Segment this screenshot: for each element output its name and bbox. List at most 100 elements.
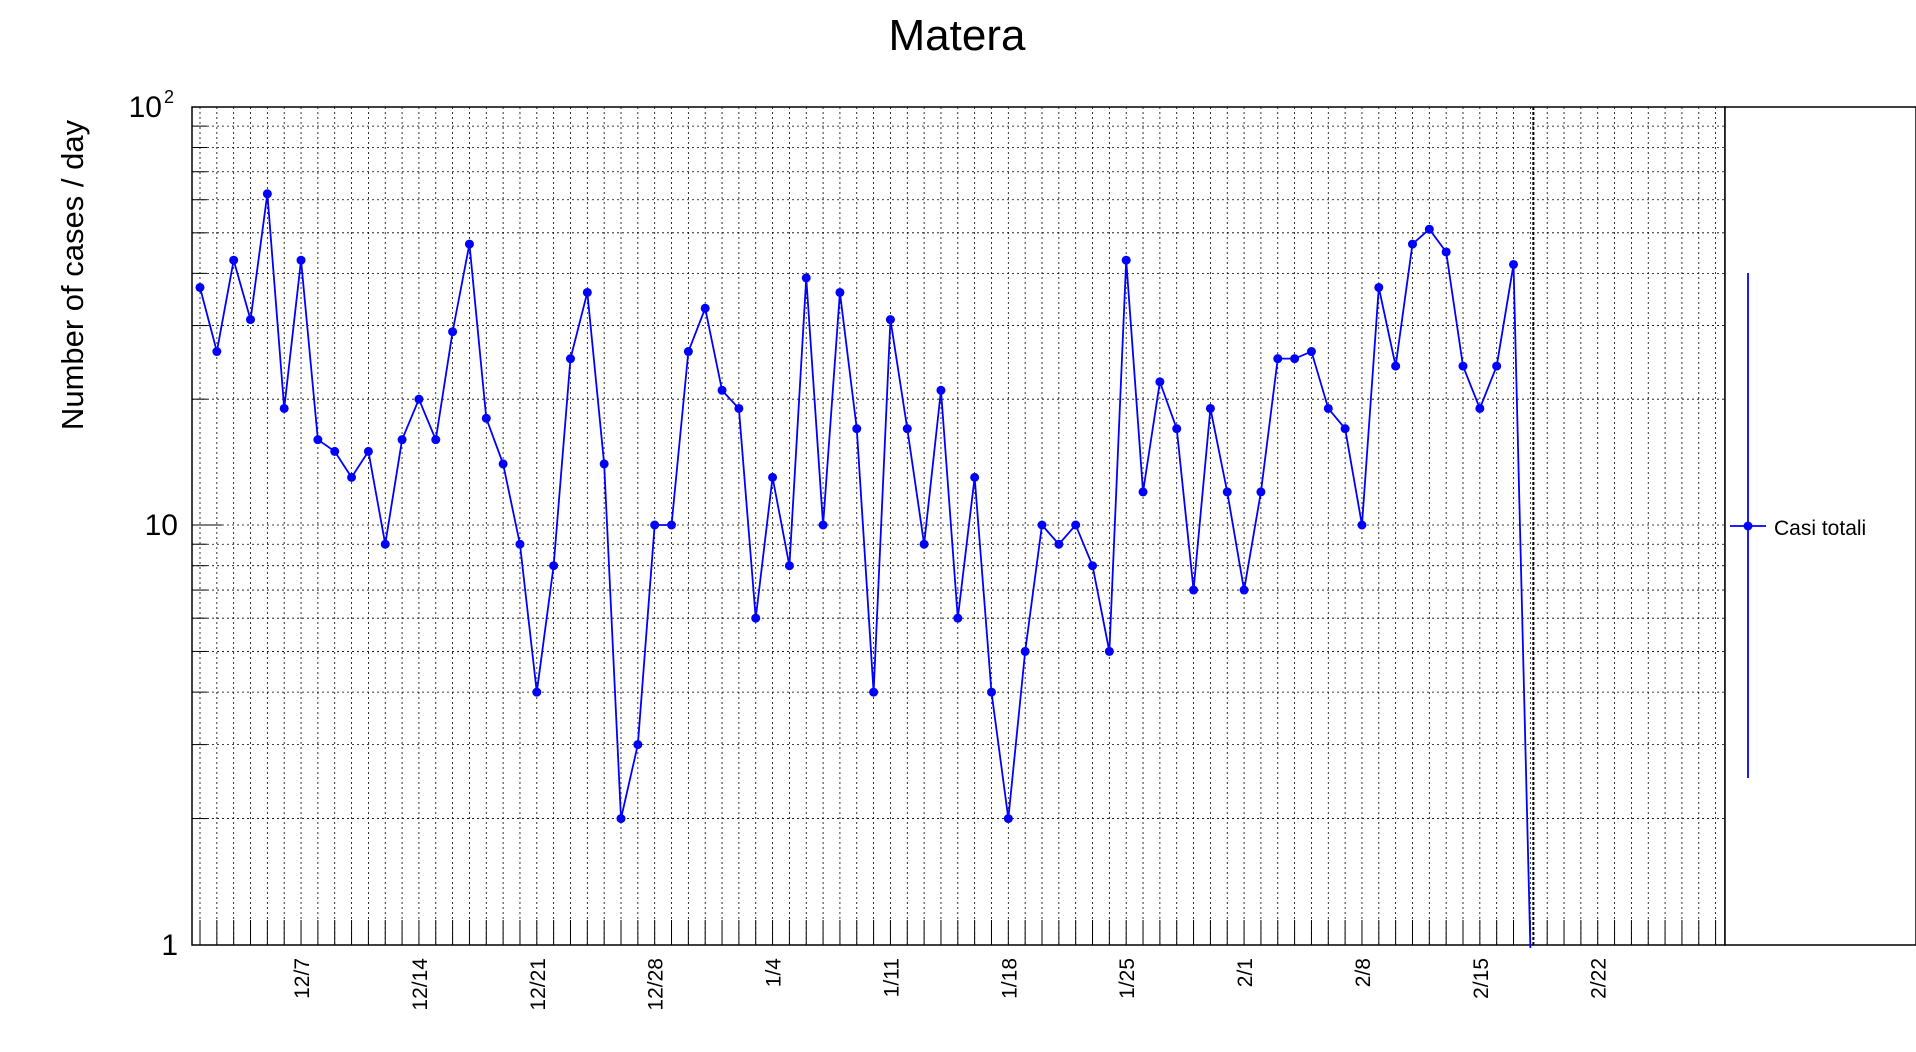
data-point: [1088, 561, 1098, 571]
data-point: [582, 287, 592, 297]
data-point: [532, 687, 542, 697]
data-point: [397, 435, 407, 445]
data-point: [869, 687, 879, 697]
data-point: [1037, 520, 1047, 530]
data-point: [936, 385, 946, 395]
x-tick-label: 12/14: [409, 958, 432, 1011]
data-point: [448, 327, 458, 337]
data-point: [1424, 224, 1434, 234]
data-point: [852, 424, 862, 434]
data-point: [1323, 403, 1333, 413]
data-point: [212, 347, 222, 357]
data-point: [1407, 239, 1417, 249]
data-point: [549, 561, 559, 571]
x-tick-labels: 12/7 12/14 12/21 12/28 1/4 1/11 1/18 1/25 2/1 2/8…: [291, 958, 1611, 1011]
data-point: [650, 520, 660, 530]
data-point: [1155, 377, 1165, 387]
data-point: [986, 687, 996, 697]
data-point: [380, 539, 390, 549]
legend: Casi totali: [1730, 273, 1866, 778]
data-point: [262, 189, 272, 199]
y-tick-label: 1: [161, 929, 178, 962]
data-point: [229, 255, 239, 265]
data-point: [1391, 361, 1401, 371]
data-point: [970, 472, 980, 482]
x-tick-label: 1/25: [1116, 958, 1139, 999]
x-tick-label: 2/15: [1470, 958, 1493, 999]
x-tick-label: 2/8: [1352, 958, 1375, 987]
y-tick-label: 10: [145, 509, 178, 542]
data-point: [565, 354, 575, 364]
data-point: [431, 435, 441, 445]
data-point: [1054, 539, 1064, 549]
data-point: [768, 472, 778, 482]
data-point: [1256, 487, 1266, 497]
x-tick-label: 2/22: [1588, 958, 1611, 999]
data-point: [1239, 585, 1249, 595]
data-point: [1020, 646, 1030, 656]
grid: [192, 106, 1733, 946]
data-point: [1138, 487, 1148, 497]
data-point: [498, 459, 508, 469]
data-point: [1492, 361, 1502, 371]
x-tick-label: 12/7: [291, 958, 314, 999]
data-point: [1290, 354, 1300, 364]
data-point: [1003, 814, 1013, 824]
data-point: [1273, 354, 1283, 364]
data-point: [347, 472, 357, 482]
data-point: [885, 315, 895, 325]
data-point: [616, 814, 626, 824]
data-point: [414, 394, 424, 404]
data-point: [363, 446, 373, 456]
data-point: [1357, 520, 1367, 530]
data-point: [667, 520, 677, 530]
data-point: [717, 385, 727, 395]
y-tick-label: 10: [129, 91, 162, 124]
series-casi-totali: [195, 189, 1532, 949]
x-tick-label: 12/21: [527, 958, 550, 1011]
data-point: [1071, 520, 1081, 530]
data-point: [1172, 424, 1182, 434]
x-tick-label: 2/1: [1234, 958, 1257, 987]
data-point: [1374, 282, 1384, 292]
y-axis-label: Number of cases / day: [55, 119, 90, 430]
data-point: [279, 403, 289, 413]
data-point: [919, 539, 929, 549]
data-point: [633, 740, 643, 750]
series-line: [199, 193, 1532, 949]
data-point: [902, 424, 912, 434]
data-point: [313, 435, 323, 445]
data-point: [599, 459, 609, 469]
data-point: [784, 561, 794, 571]
data-point: [481, 413, 491, 423]
x-tick-label: 1/11: [880, 958, 903, 997]
data-point: [1189, 585, 1199, 595]
legend-marker: [1743, 521, 1753, 531]
data-point: [1458, 361, 1468, 371]
chart-title: Matera: [889, 11, 1026, 60]
data-point: [700, 303, 710, 313]
legend-label: Casi totali: [1774, 517, 1866, 540]
data-point: [683, 347, 693, 357]
data-point: [464, 239, 474, 249]
data-point: [330, 446, 340, 456]
x-tick-label: 1/18: [998, 958, 1021, 999]
data-point: [246, 315, 256, 325]
data-point: [953, 613, 963, 623]
data-point: [801, 273, 811, 283]
data-point: [1306, 347, 1316, 357]
data-point: [734, 403, 744, 413]
data-point: [1121, 255, 1131, 265]
data-point: [1441, 247, 1451, 257]
data-point: [1222, 487, 1232, 497]
x-tick-label: 12/28: [645, 958, 668, 1011]
data-point: [835, 287, 845, 297]
data-point: [515, 539, 525, 549]
data-point: [1509, 259, 1519, 269]
x-tick-label: 1/4: [763, 958, 786, 988]
data-point: [1104, 646, 1114, 656]
data-point: [195, 282, 205, 292]
data-point: [1205, 403, 1215, 413]
